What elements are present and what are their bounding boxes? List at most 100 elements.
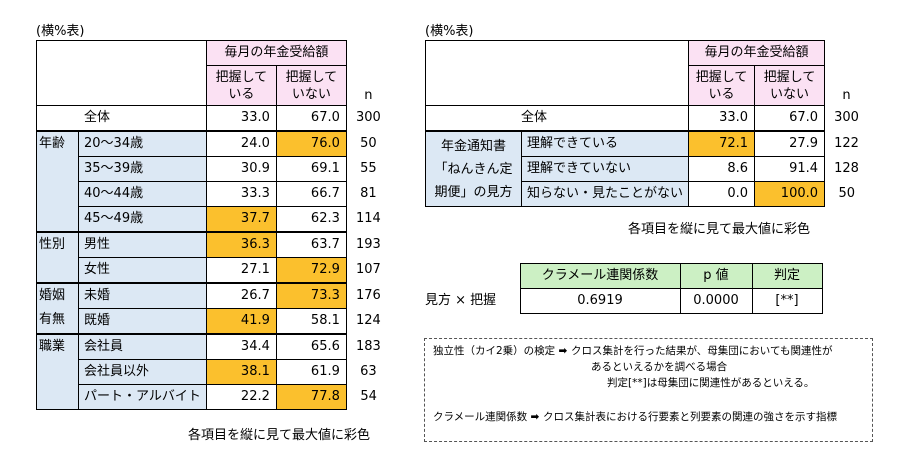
cell-n: 55 xyxy=(360,161,377,176)
cell-v2: 27.9 xyxy=(754,130,826,157)
cell-v1: 33.3 xyxy=(205,181,277,207)
row-label: 45〜49歳 xyxy=(78,206,207,233)
cell-v2: 62.3 xyxy=(275,206,347,233)
right-caption: (横%表) xyxy=(425,24,474,39)
row-label: 会社員以外 xyxy=(78,359,207,385)
right-total-v1: 33.0 xyxy=(688,105,756,132)
cell-v1: 24.0 xyxy=(205,130,277,157)
cell-v1: 22.2 xyxy=(205,384,277,410)
cell-v1: 41.9 xyxy=(205,308,277,335)
row-label: 35〜39歳 xyxy=(78,156,207,182)
row-label: 既婚 xyxy=(78,308,207,335)
note-cramer-desc: クロス集計表における行要素と列要素の関連の強さを示す指標 xyxy=(543,411,837,423)
row-label: 20〜34歳 xyxy=(78,130,207,157)
cell-n: 63 xyxy=(360,364,377,379)
stats-cramer-value: 0.6919 xyxy=(519,288,681,314)
cell-v1: 72.1 xyxy=(688,130,756,157)
row-label: 未婚 xyxy=(78,282,207,309)
cell-v2: 77.8 xyxy=(275,384,347,410)
note-judge-desc: 判定[**]は母集団に関連性があるといえる。 xyxy=(607,377,815,389)
right-footnote: 各項目を縦に見て最大値に彩色 xyxy=(628,222,811,237)
cell-v2: 73.3 xyxy=(275,282,347,309)
left-caption: (横%表) xyxy=(36,24,85,39)
row-label: 理解できている xyxy=(520,130,690,157)
right-corner-cell xyxy=(424,40,690,106)
right-total-n: 300 xyxy=(834,110,859,126)
right-total-label: 全体 xyxy=(521,110,548,125)
arrow-right-icon: ➡ xyxy=(558,345,571,357)
stats-header-cramer: クラメール連関係数 xyxy=(519,263,681,289)
group-gender-label: 性別 xyxy=(36,231,79,284)
left-total-label: 全体 xyxy=(84,110,111,125)
left-table: 毎月の年金受給額 把握して いる 把握して いない n 全体 33.0 67.0 3… xyxy=(36,40,391,410)
left-corner-cell xyxy=(36,40,207,106)
cell-v1: 37.7 xyxy=(205,206,277,233)
cell-v2: 69.1 xyxy=(275,156,347,182)
left-total-v1: 33.0 xyxy=(205,105,277,132)
stats-p-value: 0.0000 xyxy=(679,288,753,314)
cell-v1: 38.1 xyxy=(205,359,277,385)
cell-v2: 72.9 xyxy=(275,257,347,284)
right-n-header: n xyxy=(842,87,851,103)
cell-n: 107 xyxy=(355,262,381,278)
row-label: 女性 xyxy=(78,257,207,284)
right-col1-header: 把握して いる xyxy=(688,65,756,106)
cell-v1: 26.7 xyxy=(205,282,277,309)
cell-v1: 27.1 xyxy=(205,257,277,284)
cell-n: 50 xyxy=(360,135,377,151)
row-label: 40〜44歳 xyxy=(78,181,207,207)
cell-v1: 34.4 xyxy=(205,333,277,360)
cell-v2: 58.1 xyxy=(275,308,347,335)
left-n-header: n xyxy=(364,87,373,103)
note-chi-desc-2: あるといえるかを調べる場合 xyxy=(591,361,728,373)
right-total-v2: 67.0 xyxy=(754,105,826,132)
cell-v2: 76.0 xyxy=(275,130,347,157)
cell-n: 193 xyxy=(355,236,381,252)
row-label: 知らない・見たことがない xyxy=(520,181,690,207)
cell-n: 124 xyxy=(355,313,381,329)
left-footnote: 各項目を縦に見て最大値に彩色 xyxy=(188,428,371,443)
cell-v2: 65.6 xyxy=(275,333,347,360)
note-chi-title: 独立性（カイ2乗）の検定 xyxy=(433,345,556,357)
cell-n: 176 xyxy=(355,287,381,303)
row-label: パート・アルバイト xyxy=(78,384,207,410)
right-group-label: 年金通知書「ねんきん定期便」の見方 xyxy=(425,130,522,207)
row-label: 理解できていない xyxy=(520,156,690,182)
left-col2-header: 把握して いない xyxy=(275,65,347,106)
note-chi-desc: クロス集計を行った結果が、母集団においても関連性が xyxy=(571,345,833,357)
cell-n: 54 xyxy=(360,389,377,404)
group-job-label: 職業 xyxy=(36,333,79,410)
left-total-n: 300 xyxy=(355,110,381,126)
cell-n: 128 xyxy=(834,161,859,176)
stats-header-judge: 判定 xyxy=(751,263,823,289)
stats-row-label: 見方 × 把握 xyxy=(425,293,497,308)
cell-v2: 63.7 xyxy=(275,231,347,258)
stats-judge-value: [**] xyxy=(751,288,823,314)
arrow-right-icon: ➡ xyxy=(530,411,543,423)
cell-v2: 91.4 xyxy=(754,156,826,182)
cell-n: 122 xyxy=(834,135,859,151)
cell-v2: 61.9 xyxy=(275,359,347,385)
right-col2-header: 把握して いない xyxy=(754,65,826,106)
left-col1-header: 把握して いる xyxy=(205,65,277,106)
row-label: 男性 xyxy=(78,231,207,258)
cell-n: 50 xyxy=(838,186,856,201)
stats-header-p: p 値 xyxy=(679,263,753,289)
cell-v1: 0.0 xyxy=(688,181,756,207)
left-total-v2: 67.0 xyxy=(275,105,347,132)
cell-v1: 36.3 xyxy=(205,231,277,258)
group-marital-label: 婚姻有無 xyxy=(36,282,79,335)
notes-box: 独立性（カイ2乗）の検定 ➡ クロス集計を行った結果が、母集団においても関連性が… xyxy=(424,338,873,442)
cell-n: 81 xyxy=(360,186,377,201)
left-header: 毎月の年金受給額 xyxy=(205,40,347,66)
cell-n: 114 xyxy=(355,211,381,227)
cell-v1: 30.9 xyxy=(205,156,277,182)
cell-v2: 100.0 xyxy=(754,181,826,207)
row-label: 会社員 xyxy=(78,333,207,360)
group-age-label: 年齢 xyxy=(36,130,79,233)
right-header: 毎月の年金受給額 xyxy=(688,40,826,66)
cell-v2: 66.7 xyxy=(275,181,347,207)
right-table: 毎月の年金受給額 把握して いる 把握して いない n 全体 33.0 67.0 3… xyxy=(424,40,869,207)
cell-v1: 8.6 xyxy=(688,156,756,182)
stats-table: クラメール連関係数 p 値 判定 見方 × 把握 0.6919 0.0000 [… xyxy=(425,263,823,314)
